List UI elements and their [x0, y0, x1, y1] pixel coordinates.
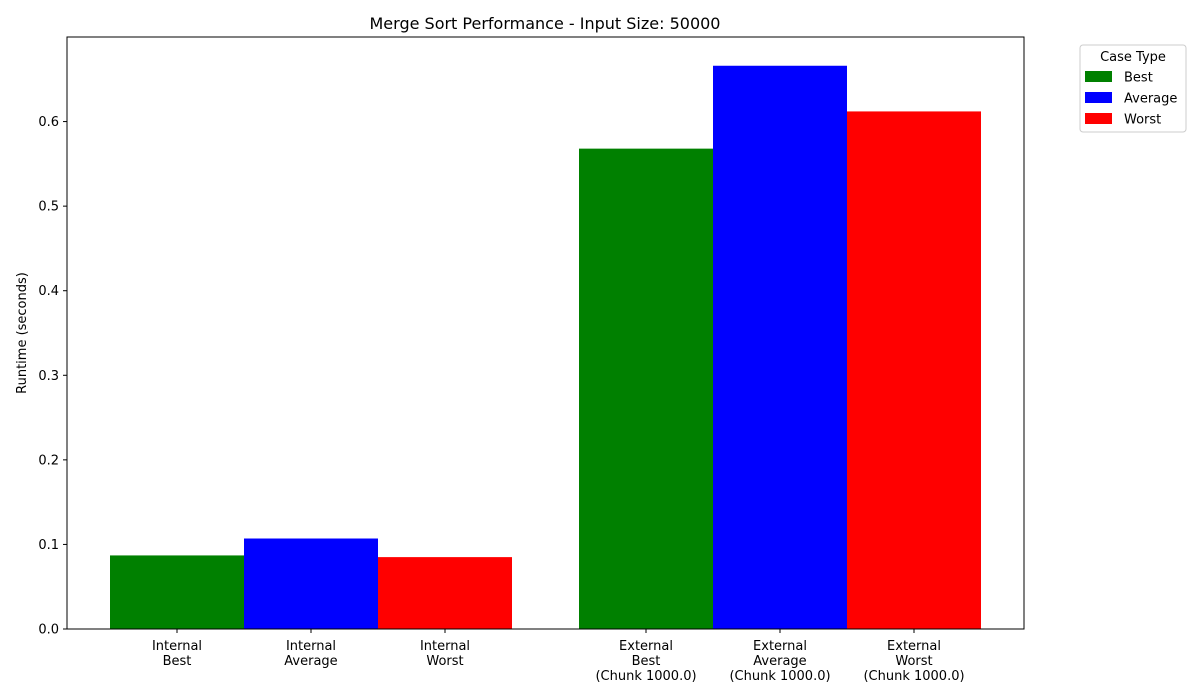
legend-label-worst: Worst [1124, 113, 1161, 128]
y-tick-label: 0.3 [38, 369, 59, 384]
legend-swatch-average [1085, 92, 1112, 103]
x-tick-label: External Worst (Chunk 1000.0) [863, 639, 964, 684]
x-tick-label: External Best (Chunk 1000.0) [595, 639, 696, 684]
plot-frame [66, 36, 1025, 630]
legend: Case Type Best Average Worst [1079, 44, 1187, 133]
x-tick-label: Internal Average [284, 639, 337, 669]
legend-title: Case Type [1100, 50, 1166, 65]
bar-3 [579, 148, 713, 630]
legend-entries: Best Average Worst [1085, 71, 1177, 128]
chart-title: Merge Sort Performance - Input Size: 500… [370, 14, 721, 33]
y-tick-label: 0.1 [38, 538, 59, 553]
legend-swatch-worst [1085, 113, 1112, 124]
y-axis-label: Runtime (seconds) [15, 272, 30, 394]
bars-group [110, 65, 981, 630]
y-tick-label: 0.4 [38, 284, 59, 299]
y-axis-ticks: 0.0 0.1 0.2 0.3 0.4 0.5 0.6 [38, 115, 67, 638]
bar-2 [378, 557, 512, 629]
x-tick-label: Internal Best [152, 639, 202, 669]
legend-label-best: Best [1124, 71, 1153, 86]
x-axis-ticks: Internal Best Internal Average Internal Worst… [152, 629, 965, 684]
bar-0 [110, 555, 244, 629]
legend-box [1079, 44, 1187, 133]
legend-swatch-best [1085, 71, 1112, 82]
legend-label-average: Average [1124, 92, 1177, 107]
x-tick-label: External Average (Chunk 1000.0) [729, 639, 830, 684]
x-tick-label: Internal Worst [420, 639, 470, 669]
y-tick-label: 0.5 [38, 200, 59, 215]
bar-1 [244, 538, 378, 629]
y-tick-label: 0.6 [38, 115, 59, 130]
bar-5 [847, 111, 981, 630]
y-tick-label: 0.0 [38, 623, 59, 638]
y-tick-label: 0.2 [38, 453, 59, 468]
bar-4 [713, 65, 847, 630]
